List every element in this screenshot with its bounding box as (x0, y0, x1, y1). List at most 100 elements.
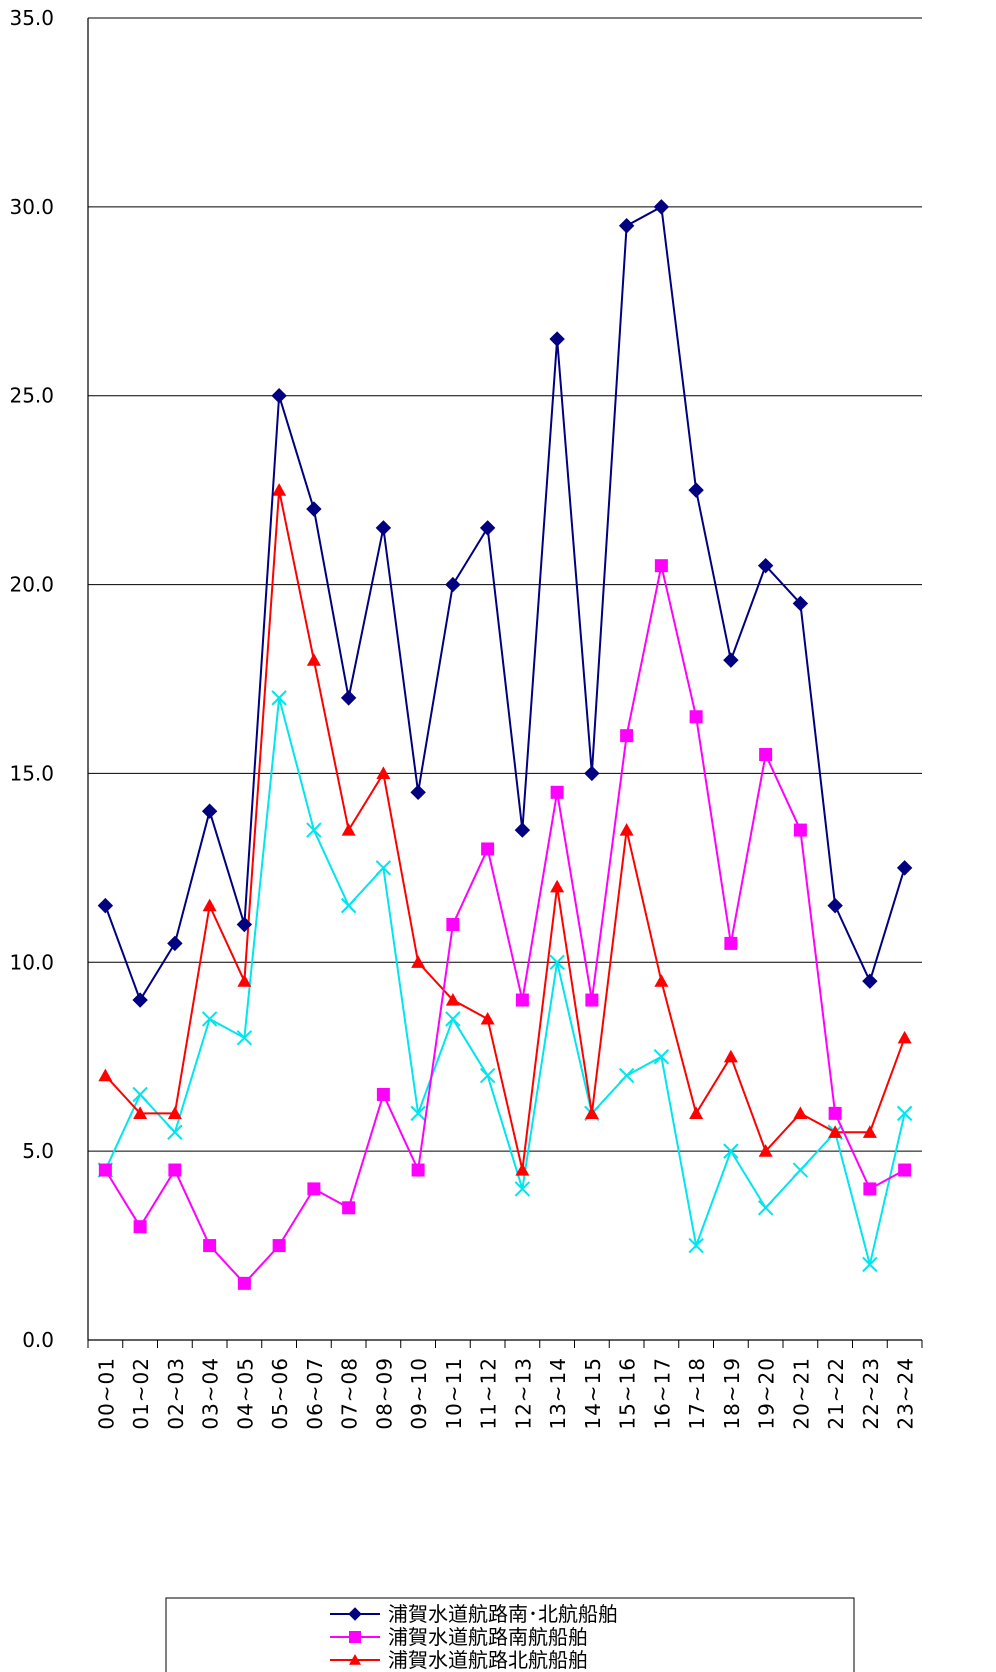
y-tick-label: 15.0 (9, 761, 54, 785)
series-line (104, 697, 906, 1265)
x-tick-label: 07~08 (338, 1357, 362, 1430)
data-point (342, 1201, 356, 1215)
y-tick-label: 5.0 (22, 1139, 54, 1163)
data-point (237, 974, 252, 987)
x-tick-label: 11~12 (477, 1357, 501, 1430)
data-point (688, 1237, 704, 1254)
y-tick-label: 10.0 (9, 950, 54, 974)
data-point (757, 1200, 774, 1216)
data-point (376, 1087, 390, 1101)
x-tick-label: 09~10 (407, 1357, 431, 1430)
data-point (167, 1106, 182, 1119)
legend-box (165, 1597, 855, 1672)
data-point (237, 1276, 251, 1290)
legend-entry: 浦賀水道航路南航船舶 (330, 1625, 588, 1649)
data-point (98, 1068, 113, 1082)
legend-label: 浦賀水道航路南航船舶 (388, 1625, 588, 1649)
data-point (132, 1086, 148, 1103)
data-point (514, 822, 531, 838)
x-tick-label: 14~15 (581, 1357, 605, 1430)
data-point (793, 823, 807, 837)
data-point (340, 897, 357, 914)
data-point (445, 576, 461, 593)
data-point (271, 690, 287, 706)
data-point (584, 1106, 599, 1119)
data-point (863, 1182, 877, 1196)
data-point (897, 1030, 912, 1044)
data-point (619, 823, 634, 836)
series-1 (97, 199, 913, 1008)
data-point (375, 520, 392, 536)
data-point (689, 1106, 704, 1119)
data-point (549, 954, 565, 970)
series-4 (97, 690, 913, 1273)
axes (87, 18, 923, 1348)
data-point (828, 1125, 843, 1138)
data-point (585, 993, 599, 1007)
gridlines (88, 17, 922, 1341)
data-point (348, 1607, 362, 1621)
data-point (236, 1030, 253, 1046)
x-tick-label: 01~02 (129, 1357, 153, 1430)
data-point (445, 1011, 461, 1027)
data-point (723, 1143, 739, 1159)
data-point (410, 784, 426, 801)
x-tick-label: 10~11 (442, 1357, 466, 1430)
x-tick-label: 17~18 (685, 1357, 709, 1430)
data-point (132, 992, 148, 1008)
data-point (620, 729, 634, 743)
y-tick-labels: 0.0 5.0 10.0 15.0 20.0 25.0 30.0 35.0 (9, 6, 54, 1352)
data-point (133, 1106, 148, 1119)
x-tick-label: 21~22 (824, 1357, 848, 1430)
data-point (272, 483, 287, 496)
x-tick-label: 20~21 (789, 1357, 813, 1430)
x-tick-label: 19~20 (755, 1357, 779, 1430)
data-point (306, 501, 322, 517)
data-point (340, 690, 357, 706)
x-tick-label: 22~23 (859, 1357, 883, 1430)
data-point (759, 748, 773, 762)
data-point (349, 1631, 361, 1643)
data-point (236, 916, 253, 933)
series-line (104, 205, 906, 1003)
data-point (862, 973, 878, 989)
data-point (757, 557, 774, 574)
y-tick-label: 20.0 (9, 573, 54, 597)
x-tick-label: 02~03 (164, 1357, 188, 1430)
x-tick-label: 18~19 (720, 1357, 744, 1430)
data-point (168, 1163, 182, 1177)
data-point (828, 1106, 842, 1120)
x-tick-labels: 00~01 01~02 02~03 03~04 04~05 05~06 06~07 07~08… (94, 1357, 917, 1430)
data-point (898, 1163, 912, 1177)
data-point (688, 482, 704, 498)
data-point (758, 1144, 773, 1157)
data-point (481, 842, 495, 856)
data-point (375, 860, 392, 876)
data-point (653, 199, 670, 215)
data-point (723, 1049, 738, 1063)
y-tick-label: 0.0 (22, 1328, 54, 1352)
data-point (896, 860, 913, 876)
data-point (862, 1125, 877, 1138)
data-point (272, 1239, 286, 1253)
data-point (411, 955, 426, 968)
data-point (793, 1106, 808, 1119)
data-point (133, 1220, 147, 1234)
data-point (411, 1163, 425, 1177)
data-point (341, 823, 356, 836)
series-group (97, 199, 913, 1290)
data-point (724, 936, 738, 950)
data-point (653, 1049, 670, 1065)
data-point (480, 1011, 495, 1025)
x-tick-label: 03~04 (199, 1357, 223, 1430)
data-point (445, 993, 460, 1006)
legend-entry: 浦賀水道航路南･北航船舶 (330, 1602, 618, 1626)
x-tick-label: 04~05 (233, 1357, 257, 1430)
data-point (618, 1067, 635, 1084)
series-line (104, 489, 906, 1171)
data-point (97, 897, 114, 914)
x-tick-label: 13~14 (546, 1357, 570, 1430)
data-point (271, 388, 287, 404)
